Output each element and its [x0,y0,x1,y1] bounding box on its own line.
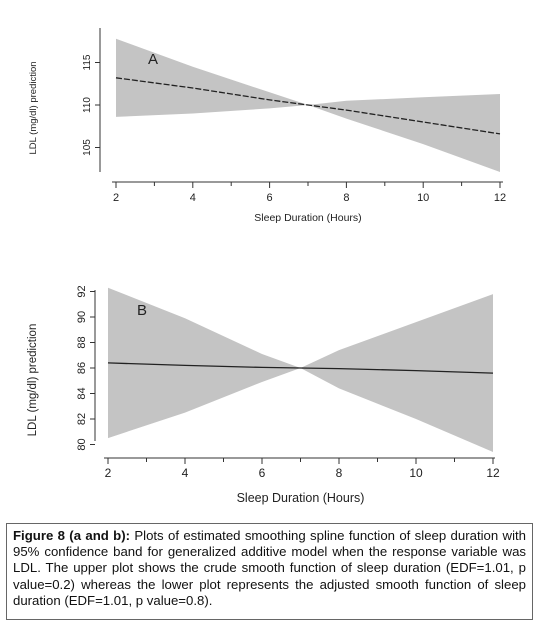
chart-svg: 105 110 115 2 4 6 8 10 12 Sleep Duration (Hours) L… [27,28,506,505]
y-tick-label: 88 [76,336,88,348]
x-tick-label: 8 [336,466,343,480]
confidence-band [108,287,493,452]
x-axis-label: Sleep Duration (Hours) [237,491,365,505]
x-tick-label: 12 [494,192,506,204]
figure-caption: Figure 8 (a and b): Plots of estimated s… [6,523,533,620]
x-tick-label: 4 [190,192,196,204]
x-tick-label: 10 [409,466,423,480]
chart-panel-a: 105 110 115 2 4 6 8 10 12 Sleep Duration (Hours) L… [28,28,506,224]
chart-panel-b: 80 82 84 86 88 90 92 2 4 6 8 10 12 Sleep Duration (Ho… [27,285,500,505]
caption-label: Figure 8 (a and b): [13,528,130,543]
y-tick-label: 115 [82,54,93,70]
x-tick-label: 6 [267,192,273,204]
x-tick-label: 8 [343,192,349,204]
x-tick-label: 10 [417,192,429,204]
y-tick-label: 92 [76,285,88,297]
panel-label: B [137,302,147,319]
x-tick-label: 2 [113,192,119,204]
y-axis-label: LDL (mg/dl) prediction [28,61,39,154]
figure: 105 110 115 2 4 6 8 10 12 Sleep Duration (Hours) L… [27,28,506,505]
x-tick-label: 2 [105,466,112,480]
estimate-line [115,77,501,135]
confidence-band [116,38,500,173]
y-axis-label: LDL (mg/dl) prediction [27,324,39,437]
x-tick-label: 6 [259,466,266,480]
panel-label: A [148,51,158,68]
x-tick-label: 4 [182,466,189,480]
y-tick-label: 90 [76,311,88,323]
x-tick-label: 12 [486,466,500,480]
x-axis-label: Sleep Duration (Hours) [254,212,361,224]
y-tick-label: 84 [76,387,88,399]
y-tick-label: 82 [76,413,88,425]
y-tick-label: 86 [76,362,88,374]
y-tick-label: 80 [76,438,88,450]
y-tick-label: 105 [82,139,93,156]
y-tick-label: 110 [82,97,93,113]
estimate-line [107,362,494,374]
caption-text: Plots of estimated smoothing spline func… [13,528,526,608]
